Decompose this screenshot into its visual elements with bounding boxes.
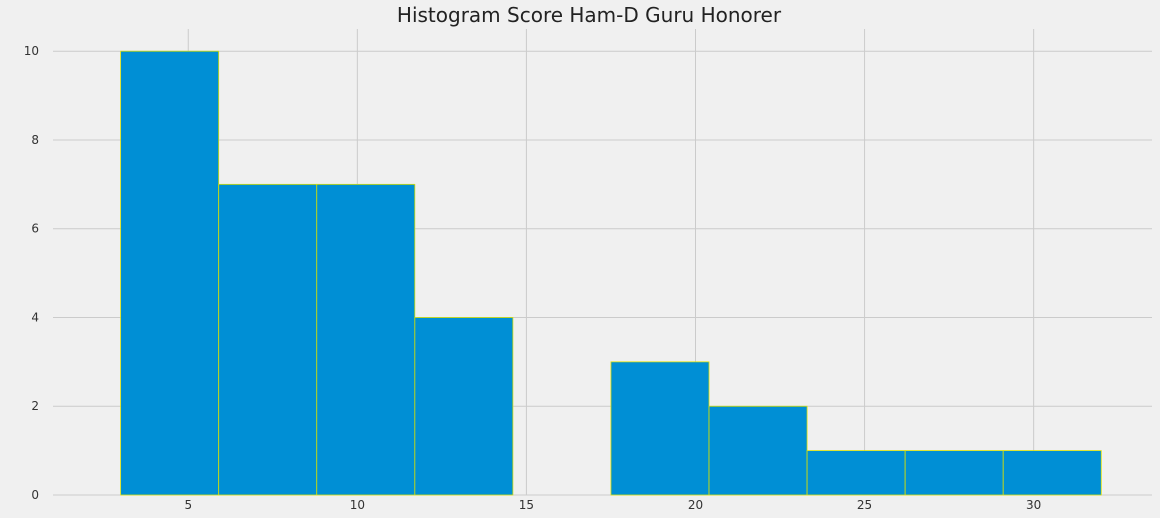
histogram-bar [806,450,906,496]
x-tick-label: 10 [350,498,365,512]
histogram-bar [708,405,808,496]
histogram-bars [120,50,1102,496]
histogram-bar [1002,450,1102,496]
chart-title: Histogram Score Ham-D Guru Honorer [397,3,782,27]
histogram-bar [904,450,1004,496]
y-tick-label: 10 [24,44,39,58]
x-tick-label: 25 [857,498,872,512]
x-tick-label: 5 [184,498,192,512]
x-axis-ticks: 5 10 15 20 25 30 [184,498,1041,512]
y-tick-label: 2 [31,399,39,413]
histogram-bar [316,183,416,496]
histogram-bar [610,361,710,496]
y-tick-label: 4 [31,310,39,324]
y-tick-label: 0 [31,488,39,502]
y-axis-ticks: 0 2 4 6 8 10 [24,44,39,502]
x-tick-label: 30 [1026,498,1041,512]
y-tick-label: 6 [31,222,39,236]
x-tick-label: 15 [519,498,534,512]
histogram-bar [218,183,318,496]
x-tick-label: 20 [688,498,703,512]
y-tick-label: 8 [31,133,39,147]
histogram-bar [414,317,514,496]
histogram-bar [120,50,220,496]
